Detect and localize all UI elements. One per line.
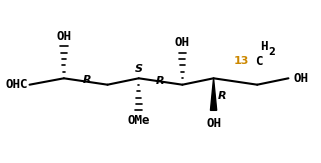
Text: S: S	[135, 64, 143, 74]
Text: 13: 13	[234, 56, 249, 66]
Text: R: R	[217, 91, 226, 101]
Text: R: R	[83, 75, 91, 85]
Text: OH: OH	[175, 37, 190, 49]
Text: OH: OH	[293, 72, 308, 85]
Text: 2: 2	[268, 47, 275, 57]
Text: OH: OH	[206, 117, 221, 130]
Text: C: C	[255, 55, 263, 68]
Polygon shape	[211, 78, 217, 110]
Text: OMe: OMe	[127, 114, 150, 126]
Text: OHC: OHC	[5, 78, 28, 91]
Text: R: R	[156, 76, 165, 86]
Text: H: H	[260, 40, 267, 53]
Text: OH: OH	[56, 30, 71, 43]
